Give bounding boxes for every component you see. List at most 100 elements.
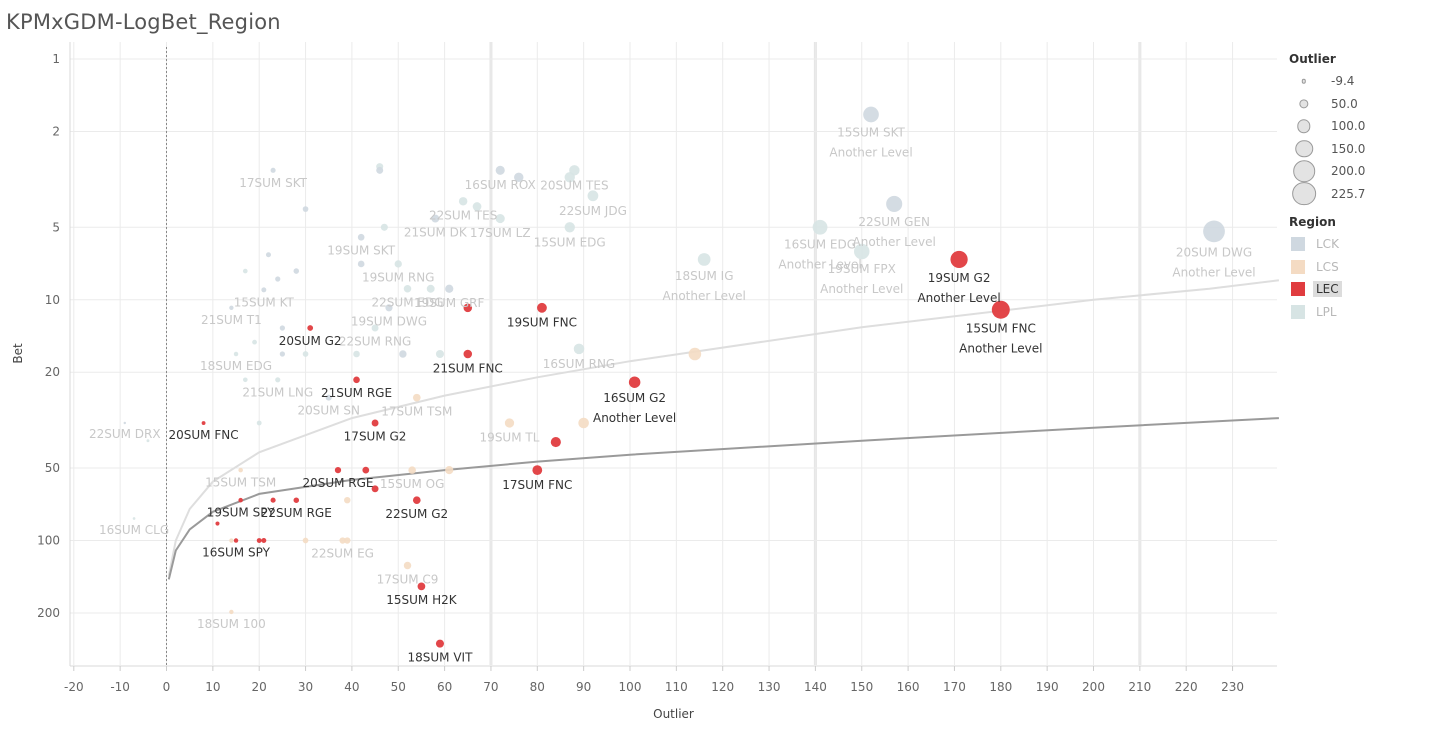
- data-point[interactable]: [853, 243, 870, 260]
- data-point[interactable]: [353, 376, 360, 384]
- data-point[interactable]: [339, 537, 346, 544]
- data-point[interactable]: [334, 466, 342, 474]
- data-point[interactable]: [412, 393, 421, 402]
- data-point[interactable]: [238, 497, 243, 503]
- data-point[interactable]: [371, 485, 379, 493]
- data-point[interactable]: [233, 351, 239, 357]
- data-point[interactable]: [886, 195, 903, 213]
- data-point[interactable]: [261, 287, 267, 293]
- data-point[interactable]: [279, 325, 286, 331]
- data-point[interactable]: [270, 167, 276, 173]
- data-point[interactable]: [252, 339, 257, 345]
- data-point[interactable]: [463, 349, 473, 359]
- data-point[interactable]: [302, 351, 309, 357]
- data-point[interactable]: [812, 219, 828, 235]
- data-point[interactable]: [344, 537, 351, 544]
- data-point[interactable]: [201, 421, 206, 425]
- data-point[interactable]: [458, 197, 468, 206]
- data-point[interactable]: [229, 305, 234, 310]
- size-legend-label: 225.7: [1331, 186, 1366, 201]
- region-legend-item-lpl[interactable]: LPL: [1289, 301, 1439, 324]
- data-point[interactable]: [380, 223, 388, 231]
- data-point[interactable]: [426, 284, 435, 293]
- data-point[interactable]: [578, 417, 589, 429]
- data-point[interactable]: [261, 538, 267, 543]
- data-point[interactable]: [325, 394, 332, 401]
- color-legend[interactable]: LCK LCS LEC LPL: [1289, 233, 1439, 323]
- data-point[interactable]: [403, 561, 412, 570]
- data-point[interactable]: [302, 206, 309, 212]
- data-point[interactable]: [123, 421, 127, 425]
- data-point[interactable]: [357, 233, 365, 241]
- data-point[interactable]: [445, 466, 454, 475]
- data-point[interactable]: [302, 537, 309, 544]
- data-point[interactable]: [472, 202, 482, 211]
- data-point[interactable]: [435, 639, 444, 648]
- data-point[interactable]: [344, 496, 351, 504]
- data-point[interactable]: [431, 214, 440, 223]
- data-point[interactable]: [495, 214, 505, 224]
- data-point[interactable]: [371, 324, 379, 332]
- data-point[interactable]: [399, 350, 407, 358]
- data-point[interactable]: [408, 466, 416, 474]
- data-point[interactable]: [146, 439, 150, 443]
- data-point[interactable]: [215, 521, 220, 526]
- data-point[interactable]: [376, 166, 384, 174]
- data-point[interactable]: [394, 260, 402, 268]
- data-point[interactable]: [495, 165, 505, 175]
- data-point[interactable]: [991, 300, 1010, 319]
- data-point[interactable]: [950, 250, 968, 269]
- data-point[interactable]: [435, 349, 444, 359]
- point-label: 21SUM DK: [404, 226, 468, 240]
- data-point[interactable]: [564, 172, 575, 183]
- data-point[interactable]: [279, 351, 286, 357]
- data-point[interactable]: [353, 350, 360, 358]
- data-point[interactable]: [229, 538, 234, 543]
- data-point[interactable]: [357, 260, 365, 268]
- y-tick-label: 1: [52, 52, 60, 66]
- data-point[interactable]: [417, 582, 426, 591]
- data-point[interactable]: [403, 285, 412, 293]
- data-point[interactable]: [688, 347, 702, 361]
- data-point[interactable]: [532, 465, 543, 476]
- size-legend-label: 100.0: [1331, 119, 1366, 134]
- data-point[interactable]: [293, 268, 300, 274]
- data-point[interactable]: [275, 377, 281, 383]
- data-point[interactable]: [587, 190, 599, 202]
- data-point[interactable]: [293, 497, 300, 503]
- data-point[interactable]: [445, 284, 454, 293]
- x-tick-label: 60: [437, 680, 452, 694]
- data-point[interactable]: [265, 252, 271, 258]
- data-point[interactable]: [564, 222, 575, 233]
- data-point[interactable]: [132, 517, 136, 520]
- data-point[interactable]: [242, 377, 248, 383]
- data-point[interactable]: [307, 325, 314, 331]
- data-point[interactable]: [275, 276, 281, 282]
- data-point[interactable]: [573, 343, 585, 355]
- data-point[interactable]: [863, 106, 879, 123]
- data-point[interactable]: [550, 437, 561, 448]
- data-point[interactable]: [233, 538, 239, 543]
- legend: Outlier -9.4 50.0 100.0 150.0 200.0 225.7 Reg…: [1289, 52, 1439, 323]
- data-point[interactable]: [256, 420, 262, 426]
- data-point[interactable]: [697, 253, 711, 266]
- data-point[interactable]: [385, 304, 393, 312]
- data-point[interactable]: [463, 303, 473, 313]
- region-legend-item-lck[interactable]: LCK: [1289, 233, 1439, 256]
- data-point[interactable]: [371, 419, 379, 427]
- data-point[interactable]: [229, 609, 234, 615]
- data-point[interactable]: [242, 268, 248, 274]
- data-point[interactable]: [1203, 220, 1225, 243]
- data-point[interactable]: [256, 538, 262, 543]
- region-legend-item-lec[interactable]: LEC: [1289, 278, 1439, 301]
- data-point[interactable]: [362, 466, 370, 474]
- data-point[interactable]: [537, 302, 547, 313]
- data-point[interactable]: [238, 467, 243, 473]
- region-legend-item-lcs[interactable]: LCS: [1289, 256, 1439, 279]
- data-point[interactable]: [412, 496, 421, 505]
- data-point[interactable]: [628, 376, 641, 388]
- data-point[interactable]: [504, 418, 515, 428]
- data-point[interactable]: [514, 172, 524, 183]
- data-point[interactable]: [270, 497, 276, 503]
